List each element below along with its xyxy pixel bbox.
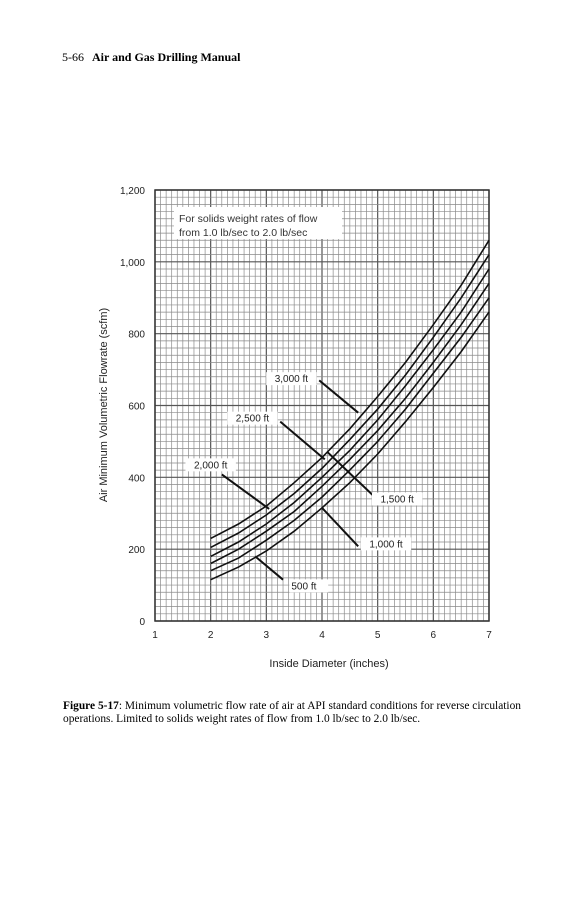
series-line	[210, 268, 490, 558]
series-line	[210, 311, 490, 581]
series-line	[210, 282, 490, 565]
label-layer: 500 ft 1,000 ft 1,500 ft 2,000 ft 2,500 ft 3,…	[185, 372, 423, 593]
caption-label: Figure 5-17	[63, 700, 119, 712]
y-axis-label: Air Minimum Volumetric Flowrate (scfm)	[98, 308, 110, 502]
y-tick-label: 1,000	[120, 258, 145, 269]
curve-layer	[210, 239, 490, 581]
curve-label: 500 ft	[291, 581, 316, 592]
curve-label-bg	[360, 537, 412, 551]
curve-label: 1,500 ft	[380, 494, 414, 505]
y-tick-label: 1,200	[120, 186, 145, 197]
leader-line	[318, 379, 359, 414]
grid-layer	[154, 189, 490, 622]
curve-label: 3,000 ft	[275, 374, 309, 385]
curve-label-bg	[371, 492, 423, 506]
figure-caption: Figure 5-17: Minimum volumetric flow rat…	[63, 700, 521, 726]
leader-line	[321, 507, 359, 547]
y-tick-label: 200	[128, 545, 145, 556]
y-tick-label: 400	[128, 473, 145, 484]
leader-line	[221, 473, 270, 510]
book-title: Air and Gas Drilling Manual	[92, 50, 241, 64]
page-number: 5-66	[62, 50, 84, 64]
x-tick-label: 3	[264, 630, 270, 641]
page-header: 5-66 Air and Gas Drilling Manual	[62, 50, 240, 65]
note-line: For solids weight rates of flow	[179, 213, 318, 225]
leader-line	[254, 555, 284, 581]
curve-label: 2,000 ft	[194, 460, 228, 471]
leader-line	[326, 451, 376, 498]
curve-label-bg	[185, 458, 236, 472]
note-line: from 1.0 lb/sec to 2.0 lb/sec	[179, 227, 307, 239]
note-background	[174, 207, 342, 239]
curve-label-bg	[227, 411, 278, 425]
x-tick-label: 6	[431, 630, 437, 641]
series-line	[210, 254, 490, 549]
x-tick-label: 2	[208, 630, 214, 641]
y-tick-label: 800	[128, 330, 145, 341]
x-tick-label: 7	[486, 630, 492, 641]
x-axis-label: Inside Diameter (inches)	[269, 658, 388, 670]
x-tick-label: 5	[375, 630, 381, 641]
curve-label-bg	[266, 372, 317, 386]
series-line	[210, 239, 490, 540]
y-tick-label: 0	[139, 617, 145, 628]
y-tick-label: 600	[128, 402, 145, 413]
plot-frame	[154, 189, 490, 622]
series-line	[210, 297, 490, 572]
curve-label: 2,500 ft	[236, 414, 270, 425]
curve-label-bg	[289, 579, 329, 593]
curve-label: 1,000 ft	[369, 539, 403, 550]
caption-text: : Minimum volumetric flow rate of air at…	[63, 700, 521, 725]
x-tick-label: 1	[152, 630, 158, 641]
axis-layer: 1 2 3 4 5 6 7 0 200 400 600 800 1,000 1,200	[120, 186, 492, 641]
x-tick-label: 4	[319, 630, 325, 641]
leader-line	[279, 420, 326, 461]
